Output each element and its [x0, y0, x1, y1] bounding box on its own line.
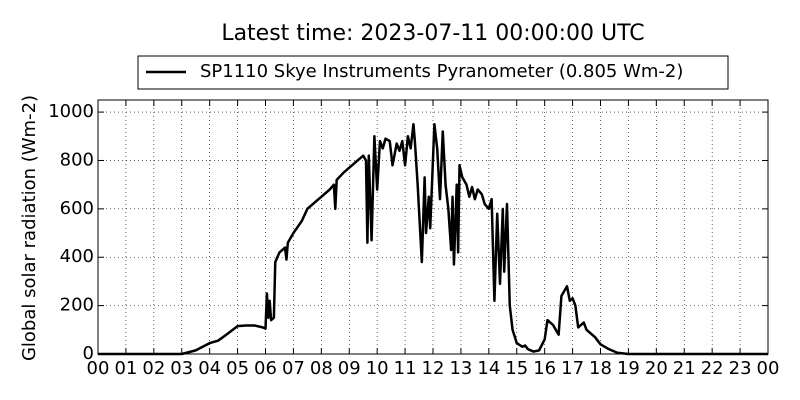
- x-tick-label: 08: [310, 358, 333, 379]
- y-tick-label: 800: [60, 149, 94, 170]
- x-tick-label: 01: [114, 358, 137, 379]
- x-tick-label: 02: [142, 358, 165, 379]
- x-tick-label: 14: [477, 358, 500, 379]
- data-line: [98, 122, 768, 356]
- y-tick-label: 200: [60, 295, 94, 316]
- x-tick-label: 21: [673, 358, 696, 379]
- x-tick-label: 19: [617, 358, 640, 379]
- x-tick-label: 06: [254, 358, 277, 379]
- y-tick-label: 600: [60, 198, 94, 219]
- plot-frame: [97, 99, 769, 355]
- y-tick-label: 1000: [48, 101, 94, 122]
- x-tick-label: 00: [757, 358, 780, 379]
- y-tick-label: 400: [60, 246, 94, 267]
- x-tick-label: 22: [701, 358, 724, 379]
- x-tick-label: 10: [366, 358, 389, 379]
- y-tick-label: 0: [83, 343, 94, 364]
- x-tick-label: 12: [422, 358, 445, 379]
- x-tick-label: 05: [226, 358, 249, 379]
- chart-title: Latest time: 2023-07-11 00:00:00 UTC: [221, 21, 644, 46]
- x-tick-label: 03: [170, 358, 193, 379]
- y-axis-label: Global solar radiation (Wm-2): [19, 95, 40, 361]
- x-tick-label: 23: [729, 358, 752, 379]
- x-tick-label: 15: [505, 358, 528, 379]
- x-tick-label: 20: [645, 358, 668, 379]
- x-tick-label: 09: [338, 358, 361, 379]
- x-tick-label: 18: [589, 358, 612, 379]
- x-tick-label: 13: [449, 358, 472, 379]
- legend-label: SP1110 Skye Instruments Pyranometer (0.8…: [200, 61, 683, 82]
- x-tick-label: 11: [394, 358, 417, 379]
- legend-box: [137, 55, 729, 90]
- x-tick-label: 00: [87, 358, 110, 379]
- x-tick-label: 17: [561, 358, 584, 379]
- x-tick-label: 07: [282, 358, 305, 379]
- x-tick-label: 04: [198, 358, 221, 379]
- x-tick-label: 16: [533, 358, 556, 379]
